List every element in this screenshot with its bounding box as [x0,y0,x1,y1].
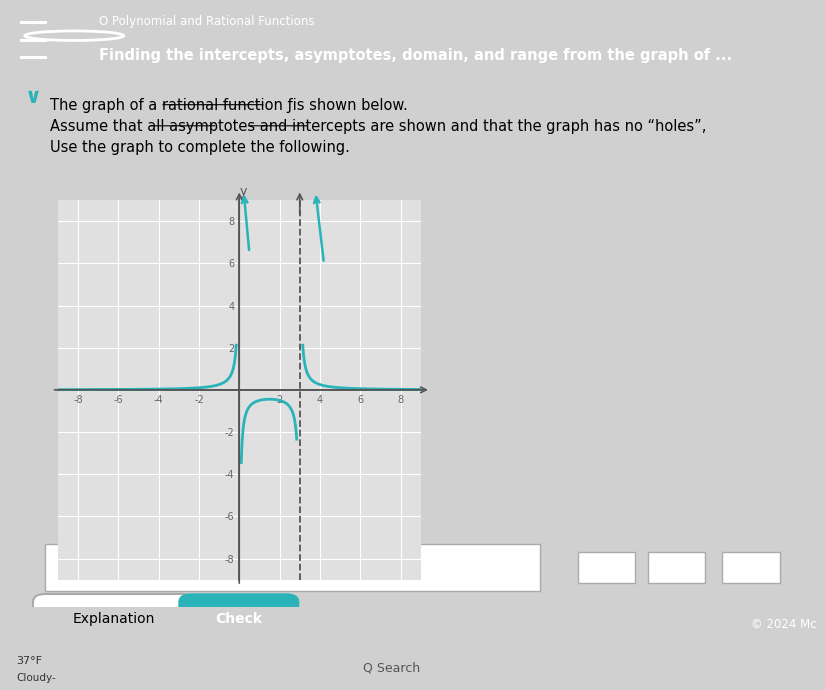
FancyBboxPatch shape [722,552,780,584]
FancyBboxPatch shape [648,552,705,584]
FancyBboxPatch shape [578,552,635,584]
Text: □■/□: □■/□ [657,561,696,574]
FancyBboxPatch shape [179,594,299,644]
Text: Assume that all asymptotes and intercepts are shown and that the graph has no “h: Assume that all asymptotes and intercept… [50,119,706,134]
Text: © 2024 Mc: © 2024 Mc [751,618,817,631]
Text: Explanation: Explanation [73,612,155,626]
Text: y: y [239,185,247,198]
Text: Q Search: Q Search [363,661,420,674]
Text: Use the graph to complete the following.: Use the graph to complete the following. [50,140,349,155]
Text: Cloudy-: Cloudy- [16,673,56,683]
Text: ∨: ∨ [25,87,42,107]
Text: Finding the intercepts, asymptotes, domain, and range from the graph of ...: Finding the intercepts, asymptotes, doma… [99,48,732,63]
Text: □=□: □=□ [733,561,768,574]
FancyBboxPatch shape [33,594,194,644]
Text: 37°F: 37°F [16,656,43,667]
Text: □: □ [601,561,612,574]
Text: The graph of a rational function ƒis shown below.: The graph of a rational function ƒis sho… [50,98,408,113]
Text: (a) Write the equations for all vertical and horizontal: (a) Write the equations for all vertical… [54,550,405,563]
Text: Check: Check [216,612,262,626]
Text: O Polynomial and Rational Functions: O Polynomial and Rational Functions [99,15,314,28]
FancyBboxPatch shape [45,544,540,591]
